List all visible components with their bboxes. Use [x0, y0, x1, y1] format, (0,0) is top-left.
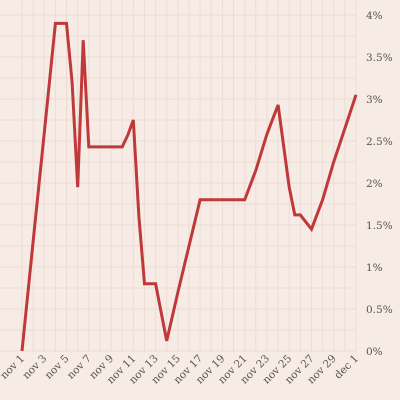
- x-tick-label: nov 1: [0, 353, 27, 382]
- series-line: [20, 21, 358, 352]
- y-tick-label: 4%: [366, 10, 383, 22]
- y-tick-label: 3%: [366, 94, 383, 106]
- x-tick-label: nov 5: [43, 353, 72, 382]
- y-tick-label: 1.5%: [366, 220, 393, 232]
- x-tick-label: nov 7: [65, 353, 94, 382]
- y-tick-label: 2.5%: [366, 136, 393, 148]
- y-tick-label: 1%: [366, 262, 383, 274]
- x-tick-label: nov 3: [20, 353, 49, 382]
- y-axis-tick-labels: 0% 0.5% 1% 1.5% 2% 2.5% 3% 3.5% 4%: [366, 10, 393, 358]
- y-tick-label: 0.5%: [366, 304, 393, 316]
- y-tick-label: 3.5%: [366, 52, 393, 64]
- series-layer: [20, 21, 358, 352]
- x-tick-label: dec 1: [332, 353, 361, 382]
- y-tick-label: 2%: [366, 178, 383, 190]
- grid-lines: [0, 0, 357, 352]
- y-tick-label: 0%: [366, 346, 383, 358]
